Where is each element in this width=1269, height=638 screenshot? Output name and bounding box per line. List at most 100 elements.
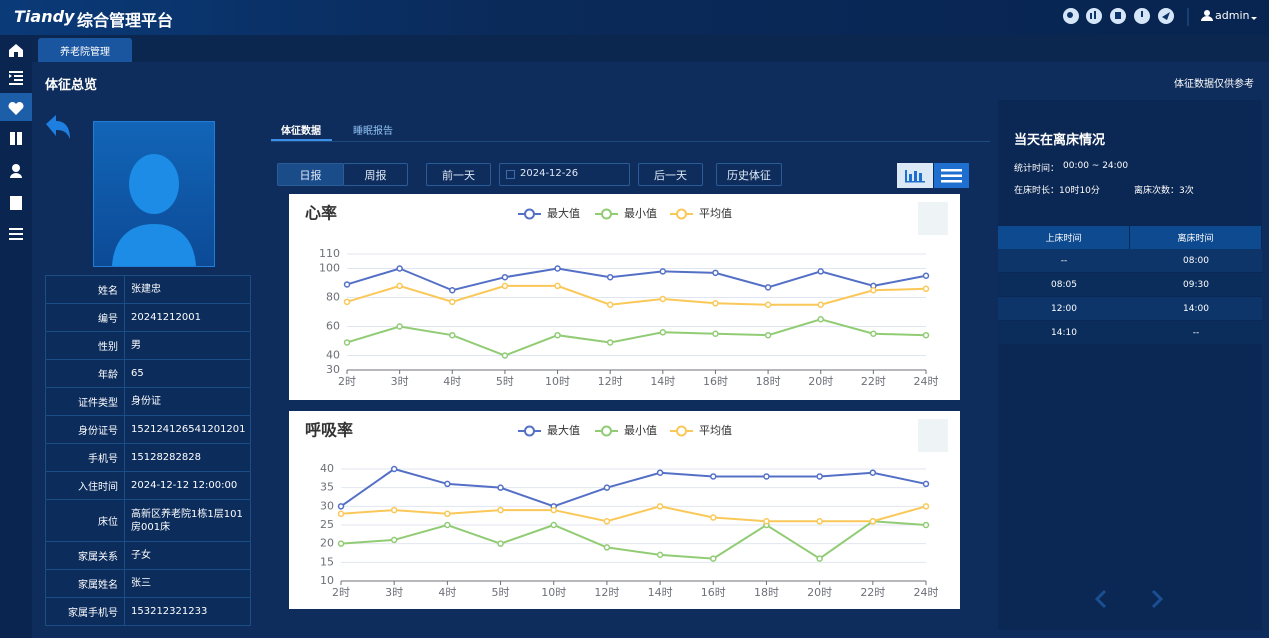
- view-tab[interactable]: 睡眠报告: [353, 126, 393, 137]
- cell: --: [998, 249, 1130, 273]
- line: [340, 467, 927, 508]
- point: [449, 331, 456, 339]
- cell: --: [1130, 321, 1262, 345]
- prev[interactable]: [1094, 589, 1107, 609]
- nav-icon[interactable]: [9, 44, 23, 57]
- next[interactable]: [1151, 589, 1164, 609]
- point: [659, 295, 667, 303]
- legend-label: 平均值: [699, 424, 732, 437]
- nav-icon[interactable]: [12, 164, 20, 172]
- label-cell: 年龄: [46, 360, 125, 388]
- cell: 12:00: [998, 297, 1130, 321]
- back-icon[interactable]: [44, 114, 72, 142]
- user-name[interactable]: admin: [1215, 9, 1250, 22]
- legend-icon: [524, 208, 535, 220]
- x-tick-label: 14时: [648, 586, 673, 599]
- value-cell: 高新区养老院1栋1层101房001床: [125, 500, 250, 542]
- x-tick-label: 2时: [338, 375, 356, 388]
- legend-label: 最大值: [547, 423, 580, 437]
- y-tick-label: 25: [320, 518, 334, 531]
- point: [554, 331, 561, 339]
- x-tick-label: 3时: [385, 586, 403, 599]
- label-cell: 家属关系: [46, 542, 125, 570]
- legend-label: 最大值: [547, 206, 580, 220]
- stat-label: 统计时间：: [1014, 164, 1060, 174]
- tab[interactable]: 养老院管理: [38, 38, 132, 62]
- point: [817, 316, 824, 323]
- label-cell: 家属姓名: [46, 570, 125, 598]
- point: [869, 469, 877, 476]
- value-cell: 子女: [125, 542, 250, 570]
- cell: 08:05: [998, 273, 1130, 297]
- calendar-icon: [506, 170, 515, 179]
- point: [817, 268, 824, 275]
- cell: 08:00: [1130, 249, 1262, 273]
- point: [343, 298, 351, 306]
- button[interactable]: 历史体征: [716, 163, 782, 186]
- view-tab-active[interactable]: 体征数据: [281, 126, 321, 137]
- legend-icon: [524, 425, 535, 437]
- point: [606, 273, 614, 281]
- x-tick-label: 24时: [914, 375, 939, 388]
- point: [554, 265, 561, 272]
- nav-icon[interactable]: [9, 71, 23, 85]
- point: [396, 323, 403, 330]
- point: [444, 521, 451, 529]
- pager: [1094, 589, 1164, 609]
- point: [764, 331, 772, 339]
- nav-icon[interactable]: [10, 196, 22, 210]
- point: [444, 480, 451, 488]
- line: [346, 284, 927, 306]
- line: [346, 318, 927, 357]
- label-cell: 家属手机号: [46, 598, 125, 626]
- point: [390, 465, 398, 473]
- label-cell: 性别: [46, 332, 125, 360]
- view-switch[interactable]: [897, 163, 971, 188]
- y-tick-label: 80: [326, 291, 340, 304]
- x-tick-label: 12时: [598, 375, 623, 388]
- brand: Tiandy: [14, 7, 75, 26]
- point: [550, 521, 557, 529]
- tab-divider: [271, 141, 990, 142]
- nav-icon[interactable]: [10, 132, 22, 145]
- point: [550, 506, 557, 514]
- point: [712, 300, 719, 307]
- point: [497, 506, 504, 514]
- chart-title: 心率: [305, 204, 337, 223]
- button[interactable]: 日报: [277, 163, 344, 186]
- point: [656, 469, 664, 476]
- x-tick-label: 3时: [391, 375, 409, 388]
- point: [922, 480, 930, 488]
- point: [396, 265, 403, 272]
- button[interactable]: 前一天: [426, 163, 491, 186]
- x-tick-label: 5时: [496, 375, 514, 388]
- nav-icon[interactable]: [8, 101, 24, 115]
- button[interactable]: 后一天: [638, 163, 703, 186]
- value-cell: 张建忠: [125, 276, 250, 304]
- point: [444, 510, 451, 518]
- header-cell: 离床时间: [1130, 226, 1262, 249]
- x-tick-label: 10时: [541, 586, 566, 599]
- point: [659, 329, 667, 336]
- point: [449, 287, 456, 294]
- point: [763, 473, 770, 480]
- point: [710, 473, 717, 480]
- date-input[interactable]: [499, 163, 630, 186]
- button[interactable]: 周报: [343, 163, 408, 186]
- point: [816, 473, 823, 480]
- point: [817, 301, 824, 308]
- x-tick-label: 24时: [914, 586, 939, 599]
- point: [606, 301, 614, 308]
- value-cell: 2024-12-12 12:00:00: [125, 472, 250, 500]
- point: [922, 272, 930, 279]
- legend-label: 平均值: [699, 207, 732, 220]
- point: [656, 551, 664, 559]
- point: [497, 540, 504, 547]
- value-cell: 65: [125, 360, 250, 388]
- point: [816, 518, 823, 525]
- point: [816, 555, 823, 562]
- avatar-figure: [112, 154, 196, 266]
- point: [656, 503, 664, 510]
- nav-icon[interactable]: [9, 228, 23, 240]
